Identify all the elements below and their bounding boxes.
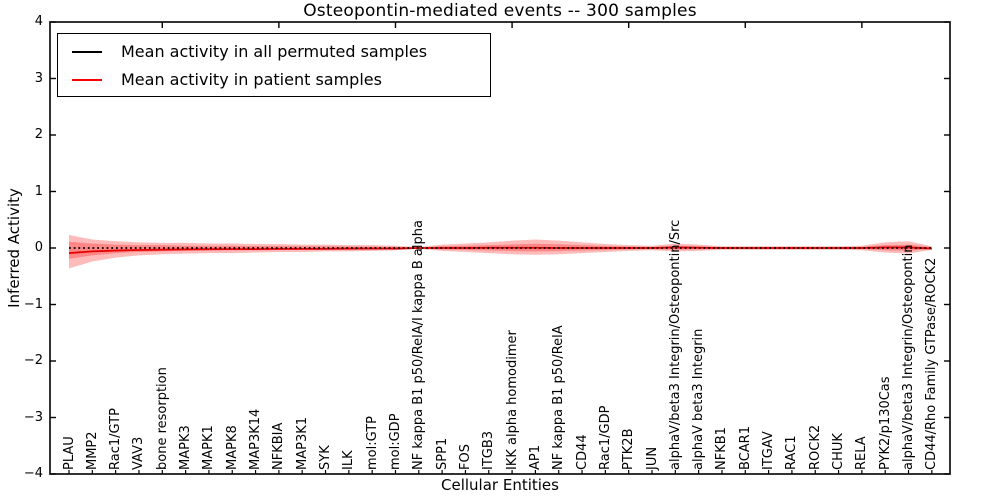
x-tick-label: VAV3 [131,436,147,470]
x-tick-label: NFKBIA [271,422,287,470]
x-tick-label: NFKB1 [714,427,730,470]
x-tick-label: PTK2B [621,428,637,471]
x-tick-label: mol:GDP [387,413,403,470]
legend-item-patient: Mean activity in patient samples [58,70,490,90]
x-tick-label: SYK [318,445,334,470]
x-tick-label: CD44/Rho Family GTPase/ROCK2 [924,257,940,470]
x-tick-label: NF kappa B1 p50/RelA/I kappa B alpha [411,220,427,470]
x-tick-label: ROCK2 [807,424,823,470]
y-tick-label: 1 [34,183,43,199]
x-tick-label: JUN [644,446,660,470]
x-tick-label: mol:GTP [364,416,380,470]
x-tick-label: ITGAV [761,431,777,470]
x-axis-label: Cellular Entities [441,476,559,494]
x-tick-label: AP1 [527,444,543,470]
x-tick-label: alphaV beta3 Integrin [691,328,707,470]
y-tick-label: −3 [23,409,43,425]
y-tick-label: −2 [23,353,43,368]
legend-item-permuted: Mean activity in all permuted samples [58,42,490,62]
patient-mean-line [68,246,932,254]
legend-label: Mean activity in all permuted samples [121,42,428,61]
inner-spread-band [69,241,932,259]
y-tick-label: 0 [34,240,43,255]
x-tick-label: CHUK [831,433,847,470]
x-tick-label: Rac1/GDP [597,405,613,470]
y-tick-label: 2 [34,127,43,142]
legend-label: Mean activity in patient samples [121,70,382,89]
chart-title: Osteopontin-mediated events -- 300 sampl… [303,1,697,21]
x-tick-label: IKK alpha homodimer [504,330,520,470]
x-tick-label: NF kappa B1 p50/RelA [551,325,567,470]
permuted-line-swatch [72,51,102,53]
x-tick-label: SPP1 [434,437,450,470]
x-tick-label: MAP3K14 [248,408,264,470]
x-tick-label: PLAU [61,436,77,470]
x-tick-label: FOS [457,444,473,470]
y-tick-label: −4 [23,466,43,481]
x-tick-label: MAPK8 [224,425,240,470]
x-tick-label: alphaV/beta3 Integrin/Osteopontin [901,244,917,470]
x-tick-label: RAC1 [784,435,800,470]
x-tick-label: PYK2/p130Cas [877,376,893,470]
x-tick-label: bone resorption [154,367,170,470]
x-tick-label: Rac1/GTP [108,408,124,470]
y-tick-label: −1 [23,296,43,312]
x-tick-label: MMP2 [84,431,100,470]
x-tick-label: MAPK3 [178,425,194,470]
x-tick-label: ILK [341,450,357,470]
legend: Mean activity in all permuted samples Me… [57,33,491,97]
y-tick-label: 4 [34,14,43,29]
x-tick-label: CD44 [574,434,590,470]
x-tick-label: BCAR1 [737,426,753,470]
x-tick-label: RELA [854,436,870,470]
y-tick-label: 3 [34,70,43,86]
x-tick-label: ITGB3 [481,430,497,470]
x-tick-label: MAP3K1 [294,416,310,470]
patient-line-swatch [72,79,102,81]
outer-spread-band [69,235,932,269]
x-tick-label: alphaV/beta3 Integrin/Osteopontin/Src [667,219,683,470]
x-tick-label: MAPK1 [201,425,217,470]
